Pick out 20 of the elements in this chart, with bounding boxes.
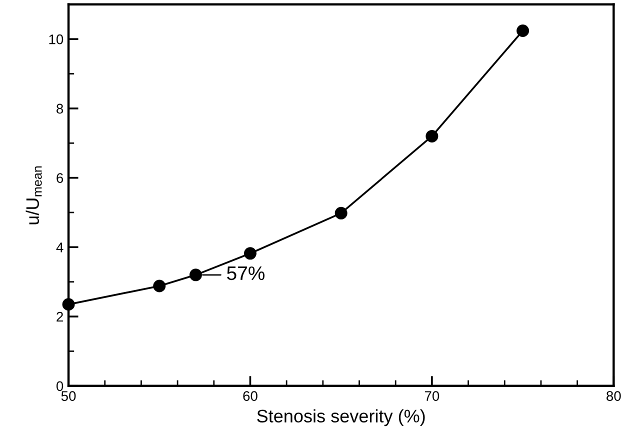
y-axis-title: u/U$_{mean}$: [26, 166, 42, 224]
point: [153, 280, 166, 292]
point: [334, 206, 348, 220]
y-tick-label: 4: [56, 242, 64, 252]
y-tick-label: 0: [56, 381, 64, 392]
x-axis-title: Stenosis severity (%): [257, 409, 425, 426]
point: [189, 268, 202, 282]
y-tick-label: 8: [56, 104, 64, 114]
x-tick-label: 60: [243, 391, 258, 401]
point: [62, 298, 75, 311]
x-tick-label: 80: [606, 391, 621, 401]
annotation: 57%: [227, 266, 265, 280]
point: [516, 24, 530, 38]
point: [244, 247, 256, 260]
y-tick-label: 2: [56, 312, 63, 322]
y-tick-label: 10: [49, 34, 64, 44]
y-tick-label: 6: [56, 173, 64, 183]
x-tick-label: 70: [424, 391, 440, 401]
x-tick-label: 50: [61, 391, 76, 401]
point: [426, 130, 438, 142]
